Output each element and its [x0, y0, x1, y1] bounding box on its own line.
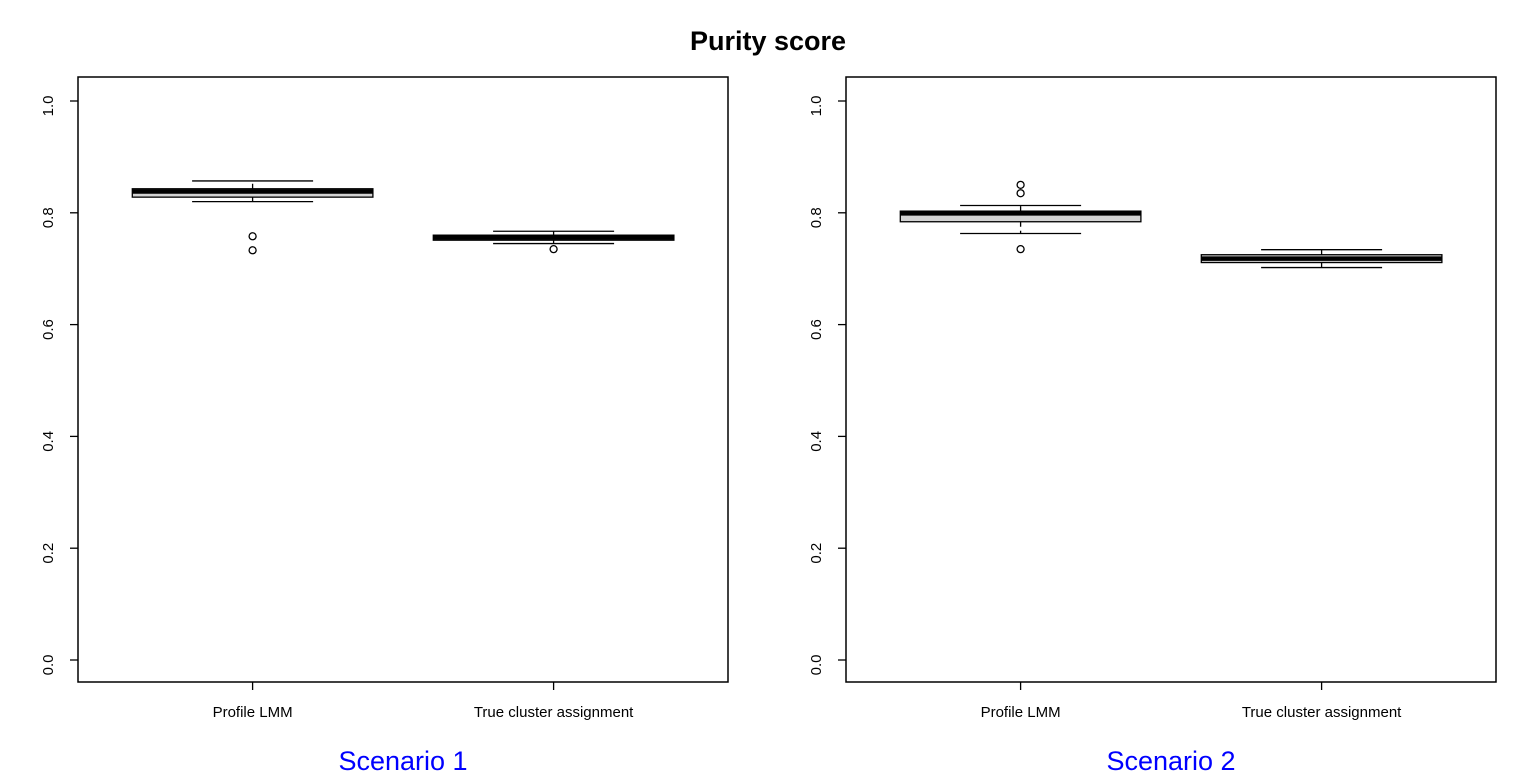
y-tick-label: 0.6 [40, 319, 57, 340]
panel-label-scenario-2: Scenario 2 [1106, 746, 1236, 776]
x-category-label: True cluster assignment [474, 704, 634, 721]
y-tick-label: 0.2 [40, 543, 57, 564]
y-tick-label: 1.0 [40, 96, 57, 117]
panel-label-scenario-1: Scenario 1 [338, 746, 468, 776]
chart-title: Purity score [689, 26, 847, 56]
plot-border [77, 76, 729, 683]
outlier-point [549, 244, 558, 254]
y-tick-label: 0.6 [808, 319, 825, 340]
y-tick-label: 0.0 [808, 655, 825, 676]
outlier-point [1016, 244, 1025, 254]
y-tick-label: 0.8 [40, 207, 57, 228]
y-tick-label: 0.8 [808, 207, 825, 228]
y-tick-label: 0.4 [808, 431, 825, 452]
x-category-label: Profile LMM [213, 704, 293, 721]
x-category-label: True cluster assignment [1242, 704, 1402, 721]
outlier-point [1016, 189, 1025, 198]
y-tick-label: 0.2 [808, 543, 825, 564]
outlier-point [1016, 180, 1025, 190]
plot-border [845, 76, 1497, 683]
outlier-point [248, 232, 257, 241]
x-category-label: Profile LMM [981, 704, 1061, 721]
y-tick-label: 0.4 [40, 431, 57, 452]
outlier-point [248, 246, 257, 255]
y-tick-label: 1.0 [808, 96, 825, 117]
y-tick-label: 0.0 [40, 655, 57, 676]
